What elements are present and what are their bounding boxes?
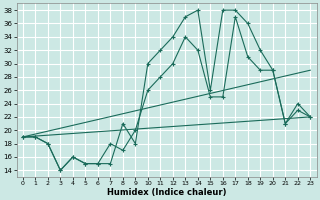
X-axis label: Humidex (Indice chaleur): Humidex (Indice chaleur) <box>107 188 226 197</box>
